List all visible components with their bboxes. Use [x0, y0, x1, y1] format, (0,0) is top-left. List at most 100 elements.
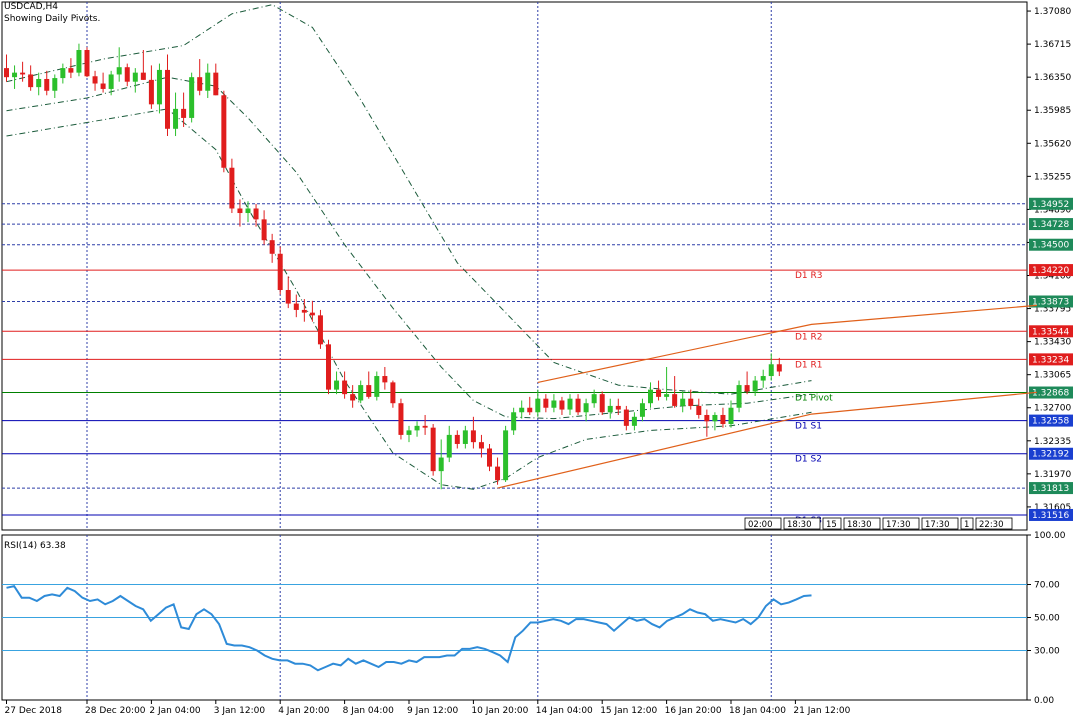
- candle-bull: [712, 414, 718, 422]
- rsi-series-line: [6, 584, 812, 672]
- candle-bull: [406, 430, 412, 435]
- time-tick-label: 16 Jan 20:00: [665, 706, 722, 716]
- level-price-badge: [1029, 238, 1073, 251]
- candle-bear: [527, 407, 533, 413]
- candle-bear: [92, 76, 98, 84]
- candle-bear: [277, 253, 283, 290]
- candle-bear: [317, 315, 323, 345]
- main-plot-frame: [1, 1, 1028, 531]
- candle-bear: [599, 394, 605, 413]
- candle-bull: [358, 385, 364, 401]
- bollinger-upper-line: [6, 4, 812, 395]
- candle-bear: [720, 414, 726, 425]
- time-box-label: 1: [964, 520, 969, 530]
- candle-bull: [189, 77, 195, 118]
- candle-bear: [269, 240, 275, 254]
- candle-bear: [382, 376, 388, 383]
- level-price-badge: [1029, 197, 1073, 210]
- time-box-label: 18:30: [847, 520, 872, 530]
- candle-bear: [623, 409, 629, 426]
- pivots-label: Showing Daily Pivots.: [4, 14, 101, 24]
- time-box: [822, 517, 842, 530]
- candle-bull: [551, 400, 557, 408]
- candle-bull: [736, 385, 742, 408]
- candle-bull: [156, 69, 162, 105]
- time-box-label: 18:30: [787, 520, 812, 530]
- candle-bull: [519, 407, 525, 413]
- candle-bear: [4, 68, 9, 78]
- pivot-level-label: D1 R2: [795, 332, 823, 342]
- candle-bull: [760, 376, 766, 381]
- price-tick-label: 1.34160: [1034, 272, 1071, 282]
- candle-bear: [285, 290, 291, 304]
- candle-bear: [68, 68, 74, 73]
- candle-bear: [44, 78, 50, 91]
- level-price-badge-text: 1.31813: [1032, 484, 1069, 494]
- level-price-badge-text: 1.33544: [1032, 327, 1069, 337]
- time-box-label: 17:30: [925, 520, 950, 530]
- time-tick-label: 18 Jan 04:00: [729, 706, 786, 716]
- candle-bull: [374, 376, 380, 397]
- candle-bull: [728, 407, 734, 425]
- candle-bear: [744, 385, 750, 392]
- price-tick-label: 1.33430: [1034, 338, 1071, 348]
- price-tick-label: 1.33065: [1034, 371, 1071, 381]
- time-tick-label: 10 Jan 20:00: [471, 706, 528, 716]
- candle-bear: [342, 380, 348, 395]
- candle-bear: [422, 425, 428, 428]
- candle-bear: [197, 77, 203, 91]
- candle-bear: [213, 72, 219, 96]
- candle-bear: [28, 74, 34, 88]
- symbol-label: USDCAD,H4: [4, 2, 58, 12]
- candle-bear: [398, 403, 404, 435]
- price-tick-label: 1.35985: [1034, 106, 1071, 116]
- price-tick-label: 1.32335: [1034, 437, 1071, 447]
- candle-bull: [52, 78, 58, 91]
- pivot-level-label: D1 R1: [795, 360, 823, 370]
- time-box: [783, 517, 821, 530]
- candle-bear: [615, 405, 621, 410]
- candle-bull: [680, 398, 686, 406]
- candle-bear: [672, 394, 678, 406]
- candle-bear: [454, 434, 460, 444]
- candle-bear: [221, 95, 227, 168]
- candle-bull: [639, 403, 645, 417]
- price-tick-label: 1.37080: [1034, 7, 1071, 17]
- candle-bull: [752, 380, 758, 392]
- price-tick-label: 1.35255: [1034, 172, 1071, 182]
- level-price-badge: [1029, 295, 1073, 308]
- candle-bear: [366, 385, 372, 397]
- candle-bear: [543, 398, 549, 408]
- candle-bear: [478, 442, 484, 449]
- level-price-badge-text: 1.33234: [1032, 355, 1069, 365]
- time-tick-label: 4 Jan 20:00: [278, 706, 330, 716]
- pivot-level-label: D1 S1: [795, 422, 822, 432]
- candle-bear: [237, 208, 243, 214]
- time-tick-label: 9 Jan 12:00: [407, 706, 459, 716]
- price-tick-label: 1.35620: [1034, 139, 1071, 149]
- candle-bull: [583, 403, 589, 413]
- price-tick-label: 1.31970: [1034, 470, 1071, 480]
- candle-bear: [350, 394, 356, 401]
- candle-bear: [776, 364, 782, 372]
- candle-bear: [688, 398, 694, 406]
- rsi-tick-label: 50.00: [1034, 614, 1060, 624]
- candle-bear: [704, 414, 710, 422]
- candle-bear: [309, 312, 315, 316]
- time-tick-label: 3 Jan 12:00: [214, 706, 266, 716]
- level-price-badge: [1029, 482, 1073, 495]
- candle-bull: [664, 394, 670, 397]
- price-tick-label: 1.33795: [1034, 305, 1071, 315]
- level-price-badge-text: 1.32192: [1032, 450, 1069, 460]
- candle-bull: [503, 430, 509, 481]
- time-tick-label: 27 Dec 2018: [5, 706, 63, 716]
- candle-bull: [60, 68, 66, 79]
- time-tick-label: 14 Jan 04:00: [536, 706, 593, 716]
- candle-bull: [245, 208, 251, 214]
- candle-bear: [253, 208, 259, 220]
- candle-bull: [567, 398, 573, 410]
- candle-bear: [301, 309, 307, 313]
- rsi-label: RSI(14) 63.38: [4, 541, 66, 551]
- price-tick-label: 1.32700: [1034, 404, 1071, 414]
- level-price-badge: [1029, 414, 1073, 427]
